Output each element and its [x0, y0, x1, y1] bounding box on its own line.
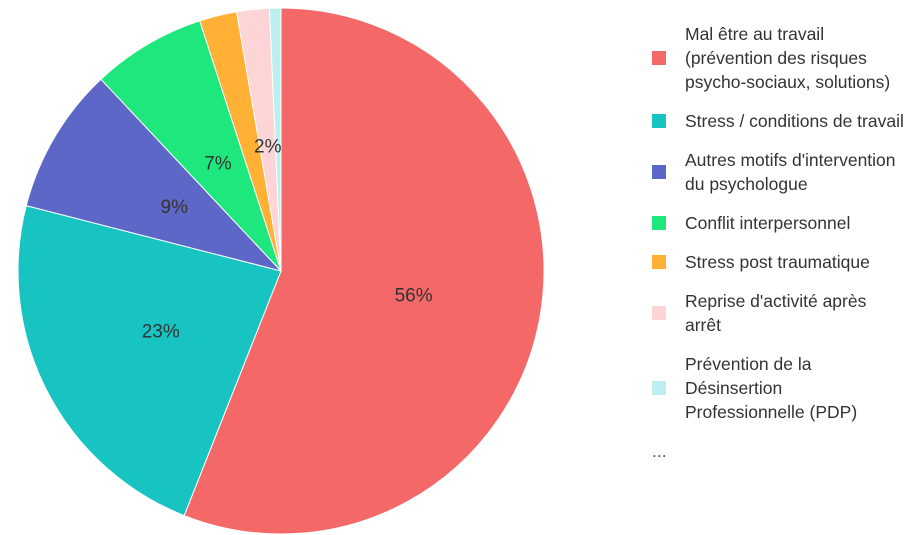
legend-item: Reprise d'activité après arrêt [652, 289, 906, 337]
legend-item: Mal être au travail (prévention des risq… [652, 22, 906, 94]
legend-swatch [652, 381, 666, 395]
pie-slice [25, 78, 283, 272]
legend-label: Stress / conditions de travail [685, 111, 904, 131]
pie-slice [183, 7, 545, 535]
legend-swatch [652, 306, 666, 320]
legend-label: Stress post traumatique [685, 252, 870, 272]
legend-overflow: ... [652, 441, 667, 461]
slice-label: 9% [161, 197, 189, 218]
legend-item: Conflit interpersonnel [652, 211, 906, 235]
slice-label: 7% [204, 153, 232, 174]
legend-label: Autres motifs d'intervention du psycholo… [685, 150, 896, 194]
legend-swatch [652, 216, 666, 230]
pie-slice [100, 20, 282, 272]
legend-label: Reprise d'activité après arrêt [685, 291, 867, 335]
pie-slice [17, 204, 282, 517]
slice-label: 23% [142, 321, 180, 342]
legend-swatch [652, 165, 666, 179]
legend-item: Stress post traumatique [652, 250, 906, 274]
legend-swatch [652, 51, 666, 65]
legend-item: Autres motifs d'intervention du psycholo… [652, 148, 906, 196]
legend-swatch [652, 255, 666, 269]
pie-slice [268, 7, 282, 272]
legend-label: Conflit interpersonnel [685, 213, 851, 233]
pie-chart: 56% 23% 9% 7% 2% [17, 7, 545, 535]
legend-label: Prévention de la Désinsertion Profession… [685, 354, 858, 422]
legend-item: Stress / conditions de travail [652, 109, 906, 133]
slice-label: 2% [254, 137, 282, 158]
slice-label: 56% [395, 285, 433, 306]
legend-swatch [652, 114, 666, 128]
legend-label: Mal être au travail (prévention des risq… [685, 24, 891, 92]
legend: Mal être au travail (prévention des risq… [652, 22, 906, 463]
legend-item: Prévention de la Désinsertion Profession… [652, 352, 906, 424]
